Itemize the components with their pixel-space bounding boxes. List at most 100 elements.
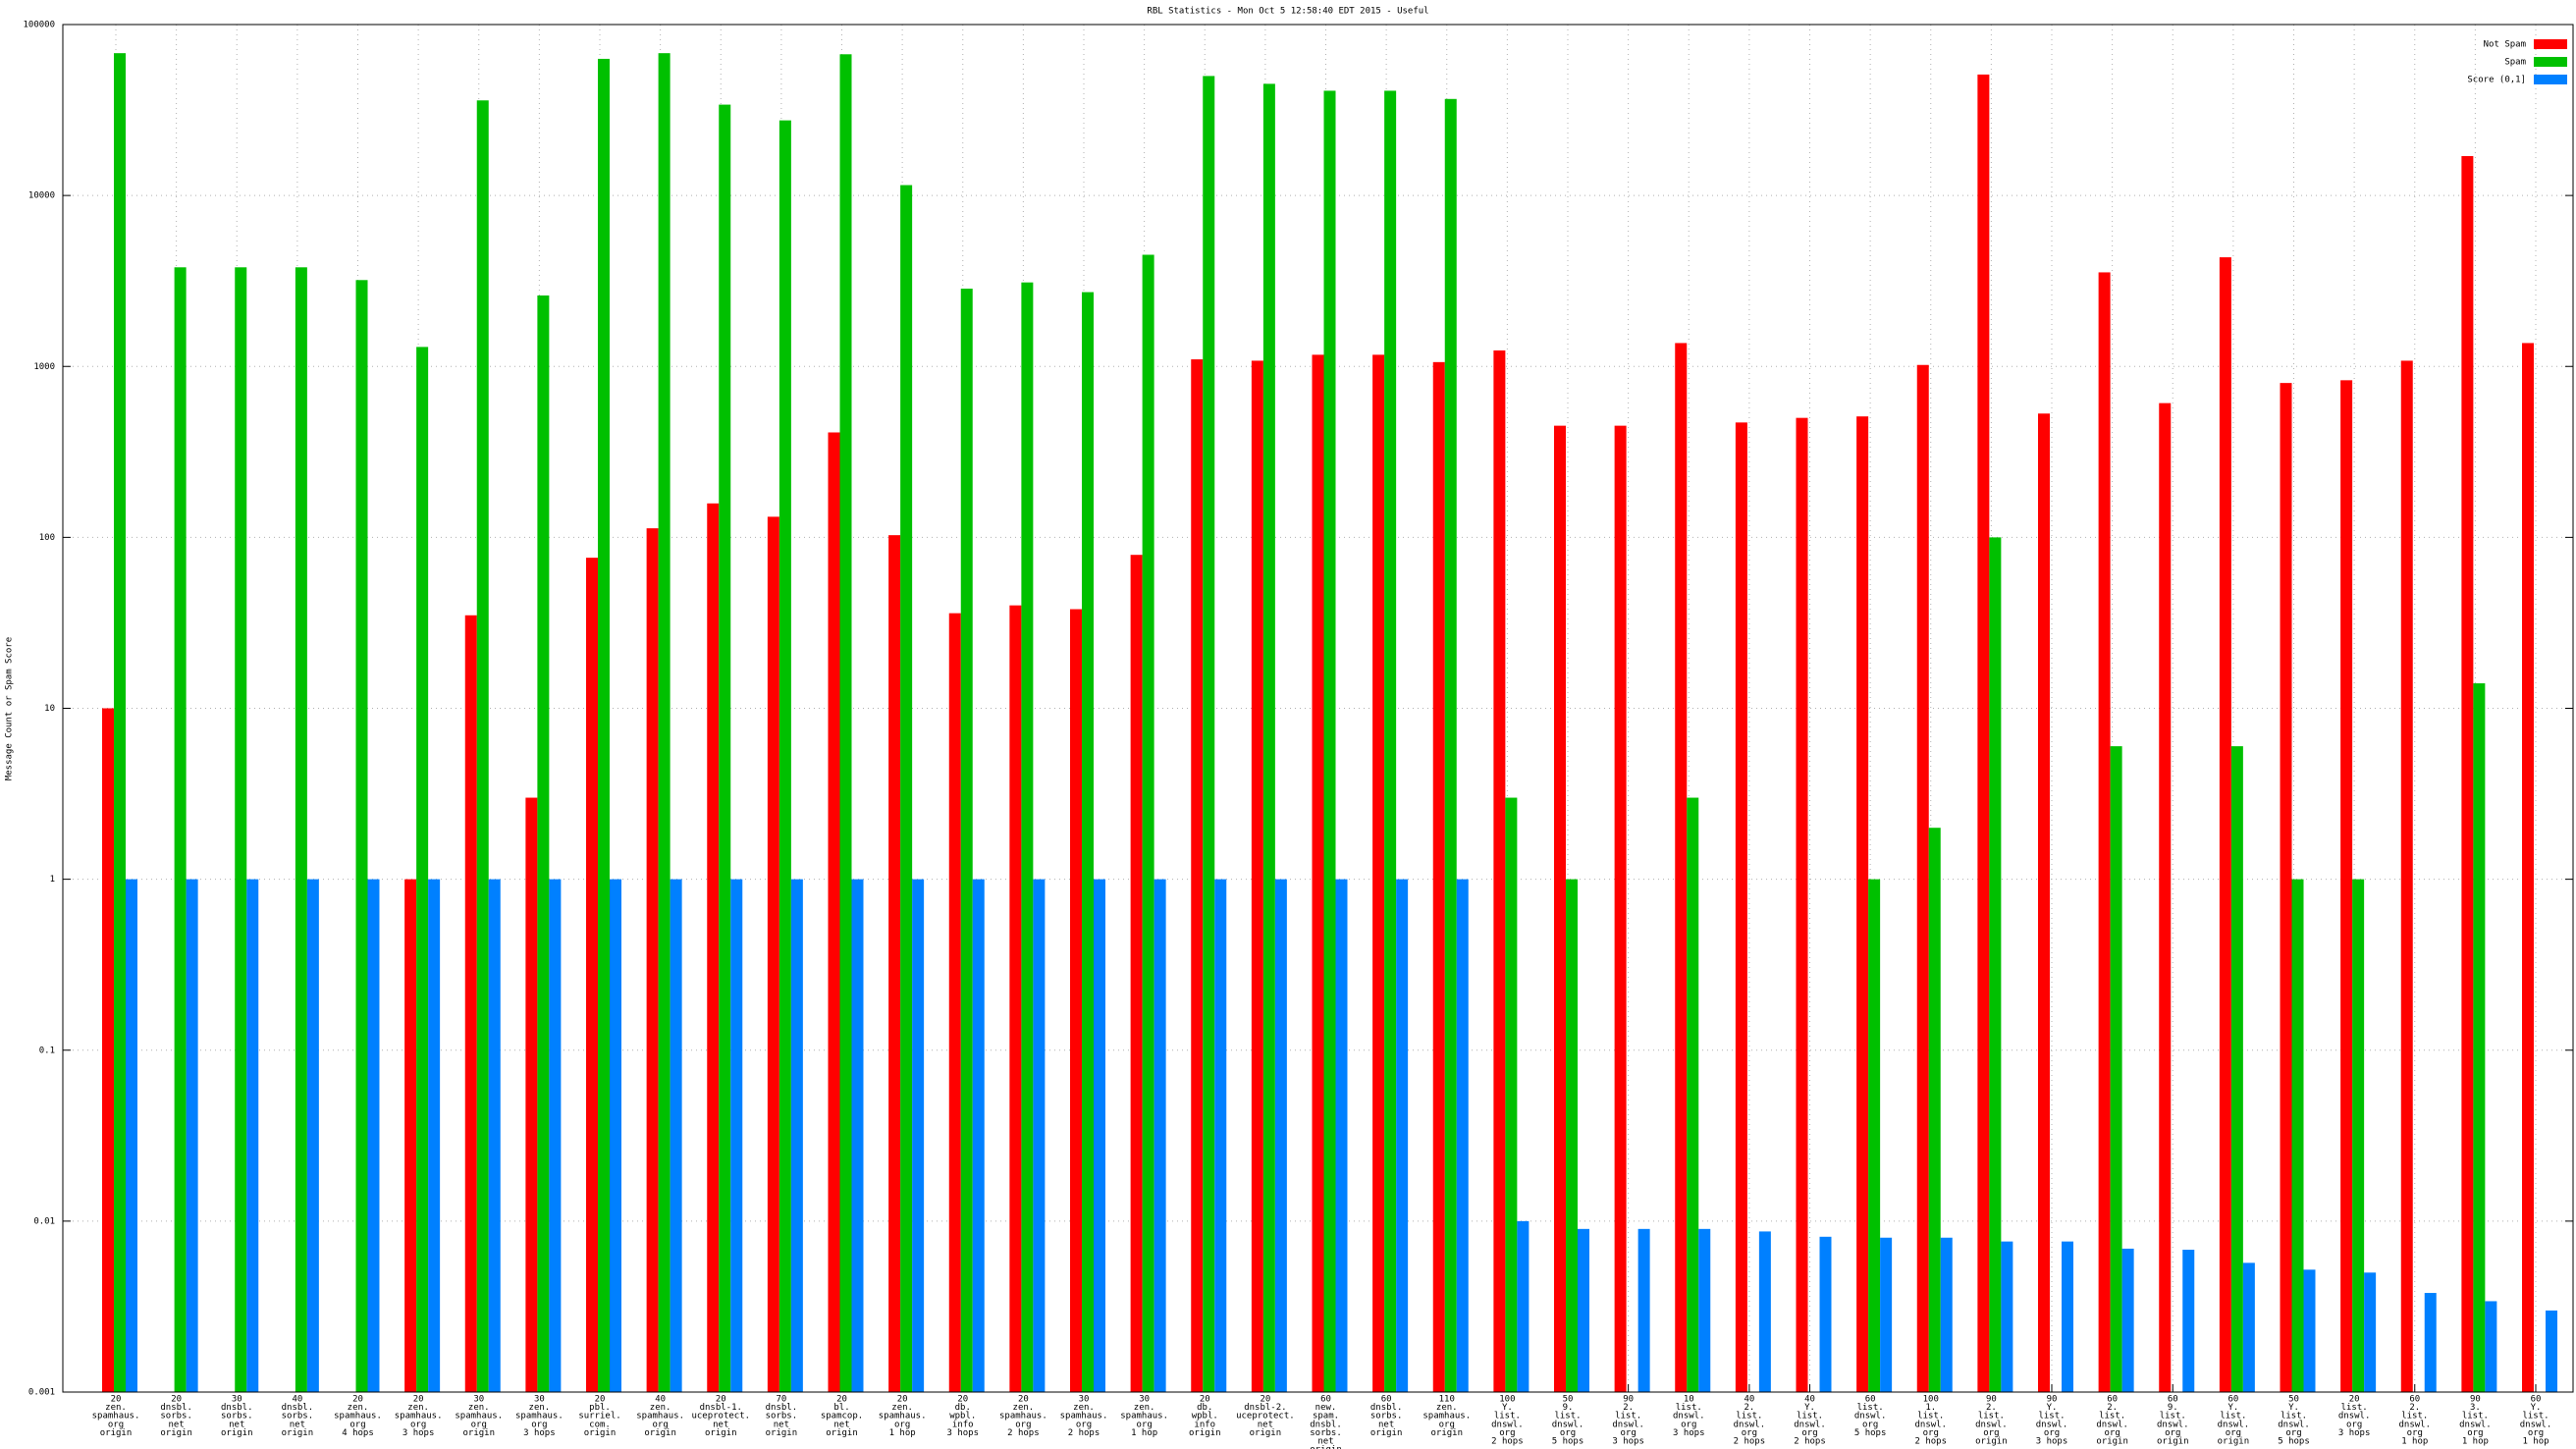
x-tick-label-line: 2. (1744, 1403, 1754, 1413)
x-tick-label-line: 10 (1684, 1395, 1694, 1405)
x-tick-label-line: 1 hop (2401, 1437, 2428, 1447)
x-tick-label-line: dnswl. (1673, 1412, 1705, 1422)
x-tick-label-line: spamhaus. (879, 1412, 927, 1422)
x-tick-label-line: origin (1370, 1428, 1403, 1438)
x-tick-label-line: 40 (1804, 1395, 1815, 1405)
x-tick-label-line: origin (462, 1428, 495, 1438)
x-tick-label-line: 110 (1439, 1395, 1455, 1405)
x-tick-label-line: org (1801, 1428, 1817, 1438)
bar (549, 879, 562, 1392)
x-tick-label-line: 9. (2168, 1403, 2178, 1413)
x-tick-label: 40 zen. spamhaus. org origin (636, 1395, 684, 1438)
bar (888, 535, 901, 1392)
x-tick-label-line: dnswl. (2096, 1420, 2128, 1429)
x-tick-label-line: spamhaus. (455, 1412, 503, 1422)
bar (1637, 1228, 1650, 1392)
x-tick-label-line: 30 (232, 1395, 242, 1405)
bar (1456, 879, 1469, 1392)
bar (1758, 1231, 1771, 1392)
x-tick-label-line: net (290, 1420, 305, 1429)
x-tick-label-line: wpbl. (949, 1412, 976, 1422)
x-tick-label: 40 2. list. dnswl. org 2 hops (1734, 1395, 1766, 1447)
x-tick-label-line: list. (2038, 1412, 2065, 1422)
x-tick-label-line: 60 (1865, 1395, 1876, 1405)
bar (960, 289, 973, 1392)
bar (2121, 1248, 2134, 1392)
bar (658, 53, 671, 1392)
x-tick-label-line: net (713, 1420, 728, 1429)
x-tick-label: 60 dnsbl. sorbs. net origin (1370, 1395, 1403, 1438)
x-tick-label-line: dnswl. (2218, 1420, 2250, 1429)
x-tick-label-line: 2. (1623, 1403, 1634, 1413)
x-tick-label-line: 2. (2409, 1403, 2420, 1413)
bar (416, 347, 429, 1392)
x-tick-label: 20 dnsbl. sorbs. net origin (160, 1395, 192, 1438)
x-tick-label-line: Y. (2047, 1403, 2058, 1413)
x-tick-label-line: 1 hop (889, 1428, 916, 1438)
bar (235, 267, 247, 1392)
x-tick-label: 90 3. list. dnswl. org 1 hop (2459, 1395, 2492, 1447)
y-tick-label: 1 (50, 875, 55, 885)
x-tick-label-line: list. (2099, 1412, 2125, 1422)
bar (1154, 879, 1166, 1392)
x-tick-label-line: spamcop. (821, 1412, 863, 1422)
bar (1916, 364, 1929, 1393)
bar (1735, 422, 1747, 1392)
x-tick-label-line: list. (2341, 1403, 2368, 1413)
x-tick-label-line: org (1742, 1428, 1757, 1438)
y-tick-label: 100000 (23, 21, 55, 30)
bar (2485, 1301, 2497, 1392)
bar (2001, 1241, 2013, 1392)
x-tick-label-line: 4 hops (342, 1428, 374, 1438)
bar (912, 879, 925, 1392)
x-tick-label-line: org (410, 1420, 426, 1429)
bar (1070, 609, 1082, 1392)
x-tick-label-line: list. (1676, 1403, 1702, 1413)
x-tick-label-line: dnsbl. (282, 1403, 314, 1413)
bar (1517, 1220, 1530, 1392)
bar (404, 879, 417, 1392)
x-tick-label-line: origin (826, 1428, 858, 1438)
x-tick-label-line: sorbs. (282, 1412, 314, 1422)
x-tick-label-line: org (1560, 1428, 1576, 1438)
x-tick-label-line: zen. (891, 1403, 913, 1413)
x-tick-label-line: 1 hop (2522, 1437, 2549, 1447)
x-tick-label-line: dnswl. (2520, 1420, 2552, 1429)
x-tick-label-line: zen. (1013, 1403, 1035, 1413)
x-tick-label-line: dnswl. (1975, 1420, 2008, 1429)
x-tick-label-line: org (108, 1420, 124, 1429)
x-tick-label: 70 dnsbl. sorbs. net origin (766, 1395, 798, 1438)
x-tick-label-line: net (1258, 1420, 1273, 1429)
x-tick-label-line: 1 hop (1131, 1428, 1157, 1438)
x-tick-label-line: org (1681, 1420, 1696, 1429)
x-tick-label-line: dnsbl. (221, 1403, 253, 1413)
x-tick-label-line: net (1378, 1420, 1394, 1429)
x-tick-label-line: 3. (2470, 1403, 2481, 1413)
x-tick-label-line: com. (589, 1420, 611, 1429)
bar (367, 879, 380, 1392)
bar (1033, 879, 1046, 1392)
x-tick-label-line: net (774, 1420, 789, 1429)
x-tick-label: 100 1. list. dnswl. org 2 hops (1914, 1395, 1947, 1447)
bar (2038, 413, 2050, 1392)
x-tick-label-line: 20 (897, 1395, 908, 1405)
x-tick-label-line: dnswl. (2278, 1420, 2310, 1429)
x-tick-label-line: uceprotect. (1236, 1412, 1295, 1422)
x-tick-label: 20 list. dnswl. org 3 hops (2338, 1395, 2371, 1438)
x-tick-label-line: org (2467, 1428, 2483, 1438)
y-tick-label: 100 (39, 533, 55, 543)
x-tick-label-line: 3 hops (2036, 1437, 2068, 1447)
legend-label: Not Spam (2484, 40, 2526, 50)
bar (1578, 1228, 1589, 1392)
bar (778, 120, 791, 1392)
x-tick-label-line: pbl. (589, 1403, 611, 1413)
x-tick-label-line: origin (705, 1428, 737, 1438)
y-tick-label: 0.01 (33, 1216, 55, 1226)
x-tick-label-line: dnswl. (2398, 1420, 2431, 1429)
bar (948, 613, 961, 1392)
bar (2230, 746, 2243, 1392)
bar (306, 879, 319, 1392)
bar (1323, 90, 1336, 1392)
x-tick-label-line: 90 (1623, 1395, 1634, 1405)
